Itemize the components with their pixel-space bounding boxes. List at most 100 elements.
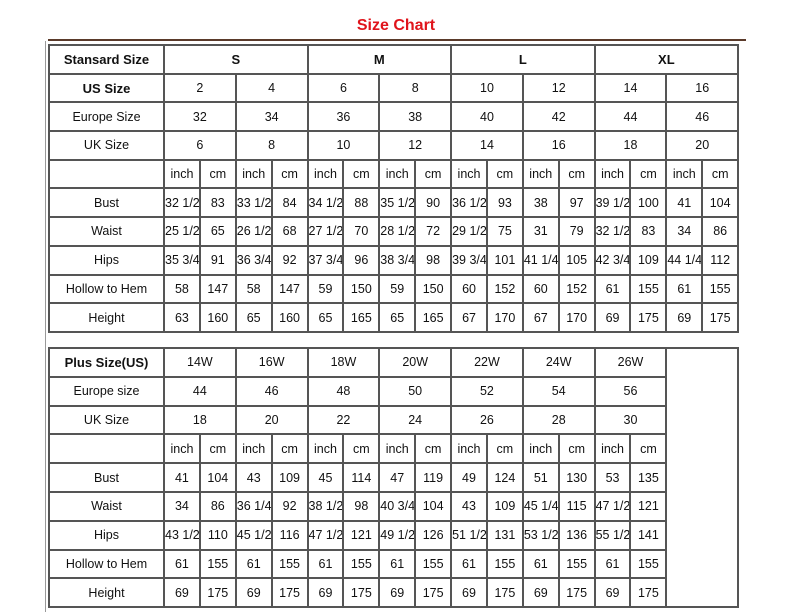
measurement-value: 55 1/2 xyxy=(593,519,632,551)
measurement-value: 69 xyxy=(450,577,488,609)
unit-label: cm xyxy=(270,433,309,465)
measurement-value: 160 xyxy=(270,302,309,333)
measurement-value: 165 xyxy=(342,302,381,333)
measurement-value: 40 3/4 xyxy=(378,490,417,522)
unit-label: cm xyxy=(701,158,740,190)
measurement-value: 61 xyxy=(521,548,560,580)
measurement-value: 58 xyxy=(234,273,273,305)
size-value: 10 xyxy=(450,72,524,104)
size-value: 42 xyxy=(521,101,596,133)
measurement-label: Bust xyxy=(48,462,165,493)
measurement-label: Hips xyxy=(48,519,165,551)
measurement-value: 44 1/4 xyxy=(665,244,704,276)
measurement-value: 135 xyxy=(629,462,668,493)
measurement-value: 155 xyxy=(701,273,740,305)
unit-label: cm xyxy=(557,158,596,190)
size-value: 24 xyxy=(378,404,453,436)
measurement-value: 27 1/2 xyxy=(306,216,345,247)
row-label: UK Size xyxy=(48,130,165,161)
measurement-value: 39 1/2 xyxy=(593,187,632,219)
size-value: 38 xyxy=(378,101,453,133)
size-value: 12 xyxy=(521,72,596,104)
unit-label: inch xyxy=(163,158,201,190)
measurement-value: 65 xyxy=(234,302,273,333)
measurement-value: 175 xyxy=(557,577,596,609)
size-value: 4 xyxy=(234,72,309,104)
size-value: 16 xyxy=(521,130,596,161)
measurement-value: 155 xyxy=(629,273,668,305)
size-group-m: M xyxy=(306,44,453,75)
measurement-value: 47 xyxy=(378,462,417,493)
size-value: 52 xyxy=(450,375,524,407)
measurement-value: 93 xyxy=(485,187,524,219)
measurement-value: 104 xyxy=(198,462,237,493)
unit-row: inch cm inch cm inch cm inch cm inch cm inch cm inch… xyxy=(48,158,740,190)
measurement-value: 41 1/4 xyxy=(521,244,560,276)
measurement-value: 61 xyxy=(593,548,632,580)
measurement-value: 69 xyxy=(163,577,201,609)
row-label: Europe size xyxy=(48,375,165,407)
measurement-value: 109 xyxy=(270,462,309,493)
size-value: 14 xyxy=(593,72,668,104)
plus-size-20w: 20W xyxy=(378,347,453,378)
unit-label: cm xyxy=(557,433,596,465)
size-group-s: S xyxy=(163,44,309,75)
measurement-value: 175 xyxy=(270,577,309,609)
measurement-value: 38 xyxy=(521,187,560,219)
measurement-row: Waist 25 1/2 65 26 1/2 68 27 1/2 70 28 1/2 72 29 … xyxy=(48,216,740,247)
measurement-value: 72 xyxy=(414,216,453,247)
measurement-value: 65 xyxy=(378,302,417,333)
measurement-value: 61 xyxy=(306,548,345,580)
measurement-value: 155 xyxy=(198,548,237,580)
measurement-value: 65 xyxy=(198,216,237,247)
top-divider xyxy=(48,39,746,41)
measurement-value: 53 xyxy=(593,462,632,493)
measurement-value: 60 xyxy=(521,273,560,305)
size-value: 46 xyxy=(234,375,309,407)
measurement-value: 61 xyxy=(163,548,201,580)
measurement-value: 119 xyxy=(414,462,453,493)
measurement-value: 43 xyxy=(234,462,273,493)
measurement-value: 45 1/2 xyxy=(234,519,273,551)
measurement-value: 126 xyxy=(414,519,453,551)
size-value: 8 xyxy=(234,130,309,161)
unit-label: inch xyxy=(378,433,417,465)
measurement-value: 152 xyxy=(557,273,596,305)
measurement-value: 43 xyxy=(450,490,488,522)
unit-label: cm xyxy=(342,433,381,465)
measurement-label: Height xyxy=(48,302,165,333)
measurement-label: Waist xyxy=(48,490,165,522)
standard-size-table: Stansard Size S M L XL US Size 2 4 6 8 10 12 14 16 Eur… xyxy=(48,44,740,333)
size-row: US Size 2 4 6 8 10 12 14 16 xyxy=(48,72,740,104)
size-row: UK Size 6 8 10 12 14 16 18 20 xyxy=(48,130,740,161)
measurement-value: 34 1/2 xyxy=(306,187,345,219)
measurement-value: 147 xyxy=(198,273,237,305)
measurement-value: 69 xyxy=(593,577,632,609)
measurement-value: 170 xyxy=(557,302,596,333)
measurement-value: 38 3/4 xyxy=(378,244,417,276)
left-divider xyxy=(45,41,46,612)
measurement-value: 61 xyxy=(450,548,488,580)
size-value: 6 xyxy=(306,72,381,104)
measurement-value: 36 1/2 xyxy=(450,187,488,219)
measurement-value: 86 xyxy=(701,216,740,247)
measurement-value: 115 xyxy=(557,490,596,522)
size-value: 44 xyxy=(593,101,668,133)
measurement-row: Bust 41 104 43 109 45 114 47 119 49 124 51 130 53 135 xyxy=(48,462,738,493)
size-group-xl: XL xyxy=(593,44,740,75)
size-value: 20 xyxy=(665,130,740,161)
size-value: 40 xyxy=(450,101,524,133)
plus-size-14w: 14W xyxy=(163,347,237,378)
measurement-label: Waist xyxy=(48,216,165,247)
measurement-value: 116 xyxy=(270,519,309,551)
size-value: 20 xyxy=(234,404,309,436)
unit-label: inch xyxy=(521,158,560,190)
measurement-value: 92 xyxy=(270,244,309,276)
empty-cell xyxy=(665,346,740,609)
measurement-value: 105 xyxy=(557,244,596,276)
unit-label: inch xyxy=(378,158,417,190)
measurement-value: 69 xyxy=(665,302,704,333)
plus-size-26w: 26W xyxy=(593,347,668,378)
size-value: 10 xyxy=(306,130,381,161)
measurement-value: 130 xyxy=(557,462,596,493)
